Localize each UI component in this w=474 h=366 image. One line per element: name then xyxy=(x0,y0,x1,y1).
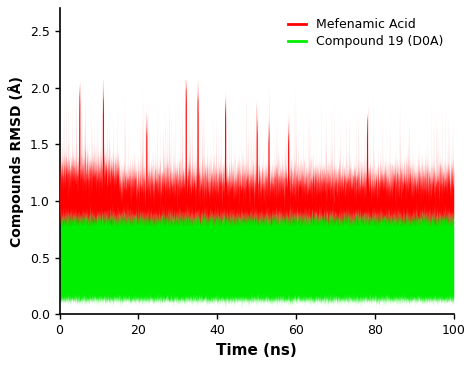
Y-axis label: Compounds RMSD (Å): Compounds RMSD (Å) xyxy=(9,76,24,247)
X-axis label: Time (ns): Time (ns) xyxy=(216,343,297,358)
Legend: Mefenamic Acid, Compound 19 (D0A): Mefenamic Acid, Compound 19 (D0A) xyxy=(284,15,447,52)
